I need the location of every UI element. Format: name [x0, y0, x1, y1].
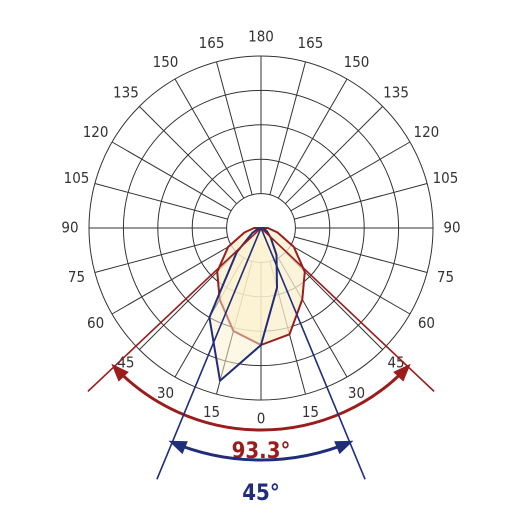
angle-label: 105 [64, 169, 90, 187]
spoke [94, 183, 228, 220]
angle-label: 135 [113, 83, 139, 101]
angle-label: 150 [344, 53, 370, 71]
spoke [111, 141, 232, 212]
arrow-head [168, 440, 188, 455]
spoke [277, 78, 348, 199]
angle-label: 165 [298, 34, 324, 52]
spoke [94, 236, 228, 273]
spoke [290, 141, 411, 212]
beam-line [156, 227, 262, 480]
angle-label: 15 [302, 403, 319, 421]
beam-label: 45° [242, 481, 279, 506]
beam-line [260, 227, 435, 392]
angle-label: 105 [433, 169, 459, 187]
angle-label: 75 [68, 268, 85, 286]
spoke [284, 106, 383, 205]
angle-label: 135 [383, 83, 409, 101]
arrow-head [393, 363, 411, 382]
arrow-head [334, 440, 354, 455]
angle-label: 60 [418, 314, 435, 332]
angle-label: 30 [157, 384, 174, 402]
spoke [216, 61, 253, 195]
angle-label: 165 [199, 34, 225, 52]
beam-line [260, 227, 366, 480]
angle-label: 150 [153, 53, 179, 71]
beam-arc [171, 440, 351, 462]
spoke [174, 78, 245, 199]
angle-label: 60 [87, 314, 104, 332]
spoke [111, 244, 232, 315]
intensity-curve [208, 227, 278, 382]
angle-label: 180 [248, 28, 274, 46]
angle-label: 90 [61, 219, 78, 237]
angle-label: 30 [348, 384, 365, 402]
angle-label: 120 [83, 123, 109, 141]
spoke [294, 183, 428, 220]
spoke [139, 106, 238, 205]
angle-label: 120 [414, 123, 440, 141]
angle-label: 75 [437, 268, 454, 286]
beam-arc [113, 365, 409, 432]
arrow-head [111, 363, 129, 382]
spoke [294, 236, 428, 273]
angle-label: 15 [203, 403, 220, 421]
angle-label: 90 [443, 219, 460, 237]
angle-label: 45 [117, 354, 134, 372]
spoke [269, 61, 306, 195]
angle-label: 0 [257, 410, 266, 428]
spoke [290, 244, 411, 315]
angle-label: 45 [387, 354, 404, 372]
beam-line [87, 227, 262, 392]
